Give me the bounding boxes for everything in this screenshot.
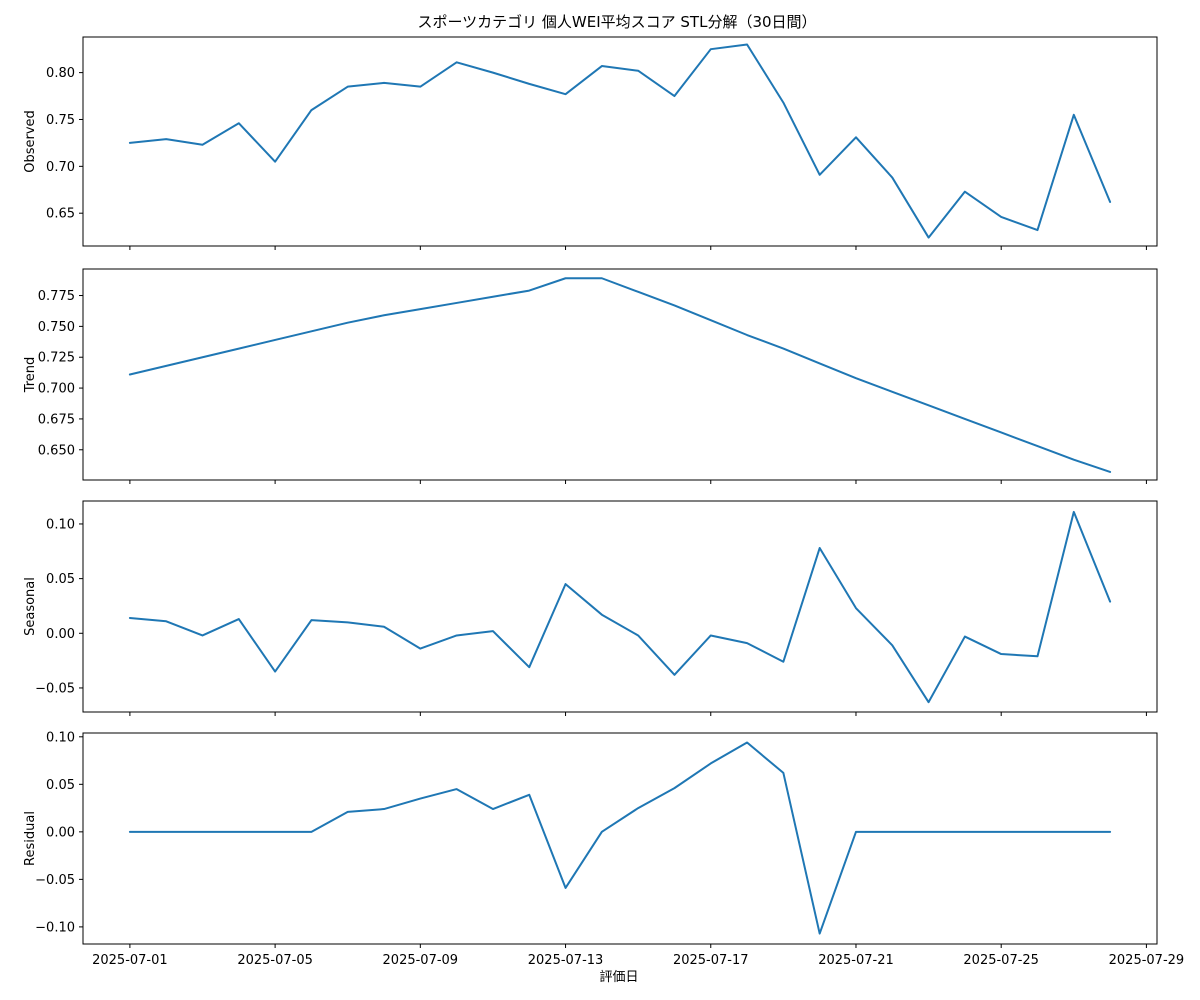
y-tick-label: 0.700 — [38, 382, 75, 397]
axes-frame — [82, 732, 1158, 945]
x-tick-label: 2025-07-09 — [383, 953, 459, 968]
y-tick-label: −0.05 — [35, 681, 75, 696]
x-tick-label: 2025-07-21 — [818, 953, 894, 968]
x-tick-label: 2025-07-25 — [963, 953, 1039, 968]
x-tick-label: 2025-07-05 — [237, 953, 313, 968]
y-tick-label: 0.80 — [46, 66, 75, 81]
x-tick-label: 2025-07-13 — [528, 953, 604, 968]
y-tick-label: 0.70 — [46, 160, 75, 175]
y-tick-label: 0.10 — [46, 517, 75, 532]
y-tick-label: 0.05 — [46, 572, 75, 587]
series-line-residual — [128, 741, 1112, 935]
y-tick-label: 0.75 — [46, 113, 75, 128]
axes-frame — [82, 500, 1158, 713]
chart-title: スポーツカテゴリ 個人WEI平均スコア STL分解（30日間） — [417, 13, 816, 31]
axes-frame — [82, 36, 1158, 247]
y-axis-label: Seasonal — [23, 577, 38, 636]
x-tick-label: 2025-07-29 — [1109, 953, 1185, 968]
y-axis-label: Trend — [23, 357, 38, 394]
panel-trend: 0.650 0.675 0.700 0.725 0.750 0.775 Trend — [23, 268, 1158, 484]
panel-seasonal: −0.05 0.00 0.05 0.10 Seasonal — [23, 500, 1158, 716]
y-tick-label: 0.00 — [46, 627, 75, 642]
series-line-seasonal — [128, 510, 1112, 704]
y-tick-label: 0.775 — [38, 289, 75, 304]
y-tick-label: 0.650 — [38, 443, 75, 458]
axes-frame — [82, 268, 1158, 481]
x-tick-label: 2025-07-01 — [92, 953, 168, 968]
y-tick-label: 0.725 — [38, 351, 75, 366]
y-axis-label: Observed — [23, 110, 38, 173]
series-line-trend — [128, 277, 1112, 473]
y-tick-label: 0.00 — [46, 825, 75, 840]
panel-residual: −0.10 −0.05 0.00 0.05 0.10 Residual 2025-07-01… — [23, 730, 1184, 968]
y-tick-label: 0.05 — [46, 778, 75, 793]
x-tick-label: 2025-07-17 — [673, 953, 749, 968]
series-line-observed — [128, 43, 1112, 239]
y-tick-label: −0.05 — [35, 873, 75, 888]
y-tick-label: 0.675 — [38, 412, 75, 427]
y-tick-label: −0.10 — [35, 920, 75, 935]
y-tick-label: 0.750 — [38, 320, 75, 335]
y-tick-label: 0.10 — [46, 730, 75, 745]
panels-group: 0.650.700.750.80Observed0.6500.6750.7000… — [23, 36, 1184, 968]
y-axis-label: Residual — [23, 811, 38, 866]
y-tick-label: 0.65 — [46, 207, 75, 222]
panel-observed: 0.65 0.70 0.75 0.80 Observed — [23, 36, 1158, 250]
x-axis-label: 評価日 — [599, 970, 638, 985]
